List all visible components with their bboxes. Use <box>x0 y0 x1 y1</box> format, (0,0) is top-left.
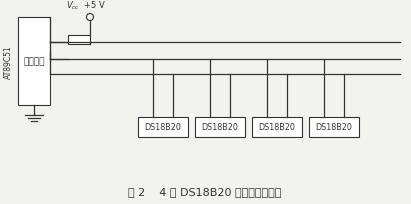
Text: AT89C51: AT89C51 <box>4 45 12 79</box>
Bar <box>195 118 245 137</box>
Text: 微处理器: 微处理器 <box>23 57 45 66</box>
Bar <box>252 118 302 137</box>
Text: DS18B20: DS18B20 <box>316 123 353 132</box>
Text: DS18B20: DS18B20 <box>259 123 296 132</box>
Text: $V_{cc}$  +5 V: $V_{cc}$ +5 V <box>66 0 106 11</box>
Bar <box>138 118 188 137</box>
Text: 图 2    4 个 DS18B20 单线连接电路图: 图 2 4 个 DS18B20 单线连接电路图 <box>128 186 282 196</box>
Text: DS18B20: DS18B20 <box>145 123 181 132</box>
Text: DS18B20: DS18B20 <box>201 123 238 132</box>
Bar <box>18 18 50 105</box>
Bar <box>309 118 359 137</box>
Bar <box>68 36 90 45</box>
